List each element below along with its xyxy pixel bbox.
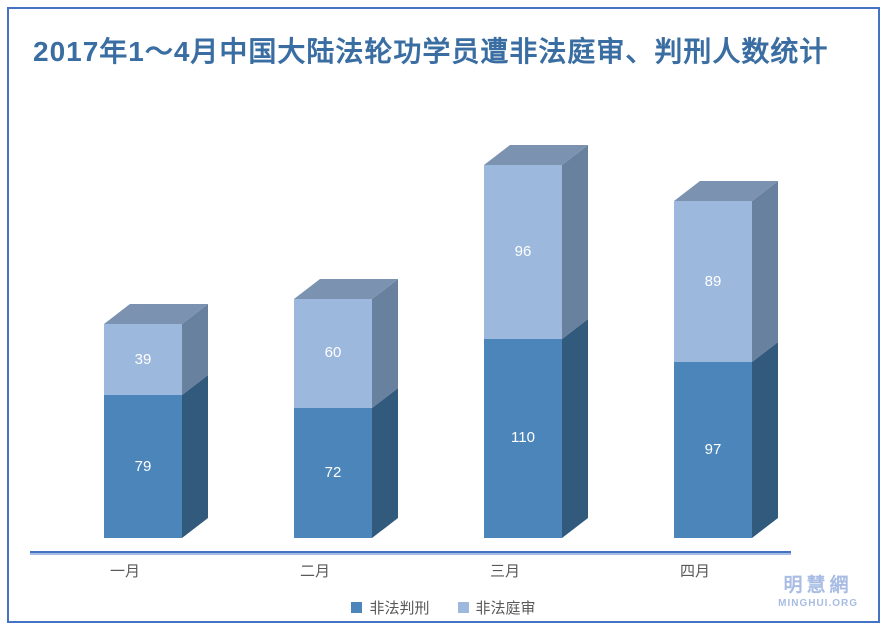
legend-label: 非法庭审 <box>475 600 536 617</box>
bar-value-label: 89 <box>704 272 722 290</box>
legend-item: 非法判刑 <box>351 597 430 618</box>
bar-segment-front <box>294 407 372 538</box>
bar-value-label: 60 <box>324 344 342 362</box>
bar-segment-front <box>104 395 182 538</box>
bar-value-label: 72 <box>324 463 342 481</box>
bar-segment-side <box>372 279 398 408</box>
bar-segment-front <box>294 299 372 408</box>
bar-segment-side <box>562 145 588 339</box>
legend-swatch-icon <box>351 602 363 613</box>
chart-title: 2017年1～4月中国大陆法轮功学员遭非法庭审、判刑人数统计 <box>33 36 829 67</box>
legend: 非法判刑 非法庭审 <box>0 597 887 618</box>
bar-value-label: 96 <box>514 243 532 261</box>
watermark-url-text: MINGHUI.ORG <box>778 598 858 609</box>
category-label: 三月 <box>489 563 520 580</box>
bar-value-label: 97 <box>704 441 722 459</box>
bar-segment-front <box>674 201 752 363</box>
category-label: 二月 <box>299 563 330 580</box>
bar-value-label: 39 <box>134 350 152 368</box>
bar-segment-front <box>674 362 752 538</box>
legend-label: 非法判刑 <box>369 600 430 617</box>
watermark: 明慧網 MINGHUI.ORG <box>778 574 858 610</box>
bar-segment-front <box>484 338 562 538</box>
category-axis-line <box>30 551 791 555</box>
category-label: 四月 <box>679 563 710 580</box>
bar-segment-side <box>182 374 208 538</box>
category-label: 一月 <box>109 563 140 580</box>
bar-segment-side <box>752 181 778 363</box>
legend-item: 非法庭审 <box>457 597 536 618</box>
bar-segment-front <box>104 324 182 395</box>
bar-segment-side <box>752 342 778 538</box>
bar-value-label: 110 <box>511 429 535 447</box>
legend-swatch-icon <box>457 602 469 613</box>
bar-segment-front <box>484 165 562 339</box>
watermark-logo-text: 明慧網 <box>783 575 853 596</box>
bar-value-label: 79 <box>134 457 152 475</box>
bar-segment-side <box>372 387 398 538</box>
bar-segment-side <box>562 318 588 538</box>
